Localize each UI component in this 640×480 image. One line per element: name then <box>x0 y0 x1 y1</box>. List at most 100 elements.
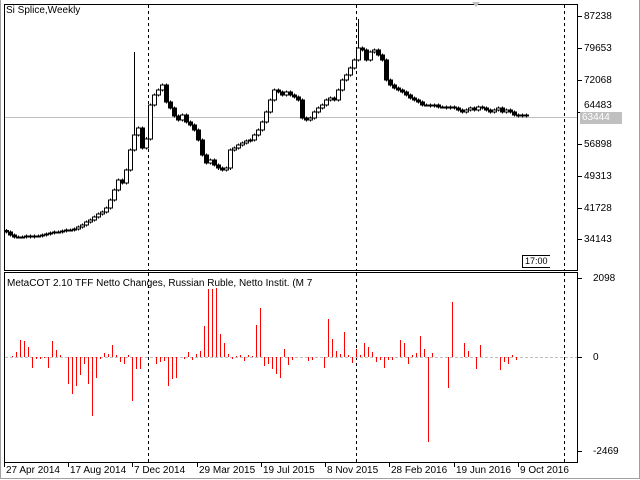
candle <box>420 101 425 106</box>
candle <box>448 106 453 109</box>
candle <box>108 199 113 209</box>
candle <box>92 216 97 221</box>
time-tick-label: 19 Jul 2015 <box>263 465 315 476</box>
candle <box>356 47 361 61</box>
candle <box>444 106 449 109</box>
candle <box>312 111 317 119</box>
candle <box>152 94 157 106</box>
candle <box>12 234 17 238</box>
candle <box>520 114 525 117</box>
candle <box>484 107 489 111</box>
candle <box>40 234 45 237</box>
candle <box>500 107 505 113</box>
candle <box>508 109 513 113</box>
candle <box>472 107 477 111</box>
candle <box>100 211 105 215</box>
candle <box>84 221 89 226</box>
candle <box>64 229 69 232</box>
candle <box>328 97 333 101</box>
candle <box>272 89 277 101</box>
price-tick-label: 49313 <box>584 171 612 182</box>
candle <box>408 94 413 99</box>
main-chart-frame <box>4 4 578 271</box>
candle <box>208 159 213 164</box>
candle <box>524 114 529 117</box>
candle <box>104 207 109 213</box>
price-tick-label: 34143 <box>584 234 612 245</box>
candle <box>56 231 61 234</box>
candle <box>480 106 485 109</box>
candle <box>456 107 461 111</box>
candle <box>240 142 245 146</box>
candle <box>264 111 269 123</box>
candle <box>8 231 13 236</box>
time-tick-label: 7 Dec 2014 <box>134 465 186 476</box>
candle <box>60 230 65 233</box>
time-tick-label: 29 Mar 2015 <box>199 465 256 476</box>
candle <box>468 107 473 111</box>
candle <box>116 179 121 191</box>
candle <box>176 115 181 121</box>
candle <box>28 235 33 238</box>
candle <box>120 179 125 184</box>
time-tick-label: 9 Oct 2016 <box>520 465 569 476</box>
candle <box>96 213 101 218</box>
candle <box>412 97 417 101</box>
candle <box>136 127 141 136</box>
candle <box>504 109 509 113</box>
time-tick-label: 19 Jun 2016 <box>456 465 512 476</box>
candle <box>260 121 265 131</box>
candle <box>188 121 193 126</box>
candle <box>492 109 497 113</box>
candle <box>228 149 233 169</box>
candle <box>232 147 237 151</box>
price-tick-label: 41728 <box>584 203 612 214</box>
candle <box>276 89 281 93</box>
price-tick-label: 56898 <box>584 139 612 150</box>
candle <box>280 91 285 96</box>
candle <box>336 89 341 101</box>
candle <box>392 84 397 89</box>
candle <box>244 140 249 144</box>
candle <box>360 47 365 51</box>
candle <box>68 229 73 232</box>
candle <box>172 107 177 117</box>
candle <box>128 149 133 171</box>
candle <box>324 99 329 106</box>
candle <box>332 97 337 101</box>
indicator-title: MetaCOT 2.10 TFF Netto Changes, Russian … <box>7 278 313 289</box>
candle <box>248 139 253 142</box>
candle <box>48 232 53 235</box>
candle <box>76 226 81 230</box>
chart-title: Si Splice,Weekly <box>6 5 81 16</box>
candle <box>292 94 297 98</box>
candle <box>296 96 301 101</box>
candle <box>144 138 149 149</box>
candle <box>112 189 117 201</box>
candle <box>416 99 421 103</box>
current-price-label: 63444 <box>580 112 622 124</box>
candle <box>164 84 169 103</box>
candle <box>216 164 221 169</box>
candle <box>380 54 385 61</box>
candle <box>32 235 37 238</box>
candle <box>352 59 357 69</box>
candle <box>348 67 353 76</box>
candle <box>512 111 517 116</box>
candle <box>316 107 321 113</box>
candle <box>288 91 293 96</box>
candle <box>200 139 205 156</box>
candle <box>36 235 41 238</box>
candle <box>184 114 189 123</box>
time-tag: 17:00 <box>522 255 550 268</box>
candle <box>364 49 369 61</box>
candle <box>388 79 393 86</box>
price-tick-label: 64483 <box>584 100 612 111</box>
candle <box>156 89 161 96</box>
time-tick-label: 28 Feb 2016 <box>391 465 448 476</box>
candle <box>372 49 377 53</box>
candle <box>44 233 49 236</box>
indicator-tick-label: 0 <box>593 352 599 363</box>
candle <box>256 129 261 136</box>
